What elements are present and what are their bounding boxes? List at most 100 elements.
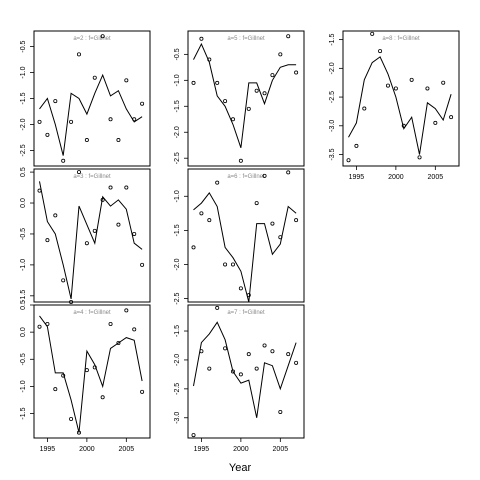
fitted-line <box>193 42 297 148</box>
observed-point <box>199 36 204 41</box>
observed-point <box>69 299 74 304</box>
panel-frame <box>33 30 151 167</box>
panel-frame <box>33 304 151 439</box>
observed-point <box>92 228 97 233</box>
y-tick-label: -2.5 <box>174 152 181 164</box>
observed-point <box>370 31 375 36</box>
x-tick-label: 2000 <box>233 446 249 453</box>
observed-point <box>246 293 251 298</box>
observed-point <box>76 170 81 175</box>
observed-point <box>401 123 406 128</box>
observed-point <box>53 387 58 392</box>
observed-point <box>215 80 220 85</box>
x-tick-label: 1995 <box>349 174 365 181</box>
panel: a=2 : f=Gillnet -2.5 -2.0 -1.5 -1.0 -0.5 <box>20 30 151 167</box>
observed-point <box>215 180 220 185</box>
observed-point <box>278 52 283 57</box>
observed-point <box>132 117 137 122</box>
observed-point <box>191 433 196 438</box>
x-tick-label: 2005 <box>428 174 444 181</box>
y-tick-label: -2.5 <box>174 383 181 395</box>
observed-point <box>84 138 89 143</box>
observed-point <box>92 75 97 80</box>
panel-frame <box>187 304 305 439</box>
panel: a=8 : f=Gillnet -3.5 -3.0 -2.5 -2.0 -1.5 1995 2… <box>329 30 460 181</box>
observed-point <box>278 235 283 240</box>
y-tick-label: -1.5 <box>174 100 181 112</box>
observed-point <box>385 83 390 88</box>
observed-point <box>140 101 145 106</box>
y-tick-label: -1.5 <box>174 224 181 236</box>
observed-point <box>116 138 121 143</box>
y-tick-label: -1.5 <box>20 92 27 104</box>
observed-point <box>223 262 228 267</box>
y-tick-label: -2.0 <box>20 118 27 130</box>
y-tick-label: -1.0 <box>20 259 27 271</box>
observed-point <box>84 241 89 246</box>
panel-frame <box>342 30 460 167</box>
y-tick-label: -1.0 <box>174 74 181 86</box>
observed-point <box>84 368 89 373</box>
y-tick-label: -3.0 <box>329 120 336 132</box>
x-tick-label: 2005 <box>273 446 289 453</box>
observed-point <box>238 372 243 377</box>
observed-point <box>69 416 74 421</box>
y-tick-label: -1.5 <box>329 33 336 45</box>
x-tick-label: 2000 <box>388 174 404 181</box>
observed-point <box>140 262 145 267</box>
observed-point <box>294 218 299 223</box>
y-tick-label: -2.5 <box>329 91 336 103</box>
panel-title: a=4 : f=Gillnet <box>73 310 111 316</box>
y-tick-label: -3.0 <box>174 412 181 424</box>
observed-point <box>191 245 196 250</box>
observed-point <box>449 115 454 120</box>
observed-point <box>238 158 243 163</box>
observed-point <box>270 73 275 78</box>
observed-point <box>61 278 66 283</box>
y-tick-label: 0.5 <box>20 167 27 177</box>
y-tick-label: 0.0 <box>20 198 27 208</box>
observed-point <box>230 117 235 122</box>
panel: a=5 : f=Gillnet -2.5 -2.0 -1.5 -1.0 -0.5 <box>174 30 305 167</box>
observed-point <box>100 395 105 400</box>
panel: a=4 : f=Gillnet -1.5 -1.0 -0.5 0.0 0.5 1995 200… <box>20 300 151 453</box>
panel: a=3 : f=Gillnet -1.5 -1.0 -0.5 0.0 0.5 <box>20 167 151 304</box>
y-tick-label: -0.5 <box>20 40 27 52</box>
fitted-line <box>348 56 452 155</box>
observed-point <box>270 221 275 226</box>
observed-point <box>246 352 251 357</box>
observed-point <box>69 119 74 124</box>
observed-point <box>262 91 267 96</box>
observed-point <box>230 262 235 267</box>
panel-title: a=5 : f=Gillnet <box>227 36 265 42</box>
panel: a=7 : f=Gillnet -3.0 -2.5 -2.0 -1.5 1995 2000 2… <box>174 304 305 453</box>
panel-frame <box>187 30 305 167</box>
observed-point <box>378 49 383 54</box>
observed-point <box>207 366 212 371</box>
observed-point <box>262 173 267 178</box>
observed-point <box>61 158 66 163</box>
observed-point <box>45 238 50 243</box>
observed-point <box>270 349 275 354</box>
observed-point <box>199 211 204 216</box>
observed-point <box>262 343 267 348</box>
y-tick-label: -1.0 <box>20 66 27 78</box>
observed-point <box>409 77 414 82</box>
observed-point <box>207 57 212 62</box>
panel-title: a=3 : f=Gillnet <box>73 174 111 180</box>
y-tick-label: -0.5 <box>20 228 27 240</box>
observed-point <box>433 120 438 125</box>
observed-point <box>124 78 129 83</box>
y-tick-label: -1.0 <box>20 380 27 392</box>
x-tick-label: 2000 <box>79 446 95 453</box>
y-tick-label: -3.5 <box>329 148 336 160</box>
observed-point <box>246 106 251 111</box>
observed-point <box>124 185 129 190</box>
observed-point <box>92 365 97 370</box>
observed-point <box>53 99 58 104</box>
panel: a=6 : f=Gillnet -2.5 -2.0 -1.5 -1.0 <box>174 168 305 305</box>
observed-point <box>425 86 430 91</box>
observed-point <box>132 231 137 236</box>
panel-title: a=7 : f=Gillnet <box>227 310 265 316</box>
